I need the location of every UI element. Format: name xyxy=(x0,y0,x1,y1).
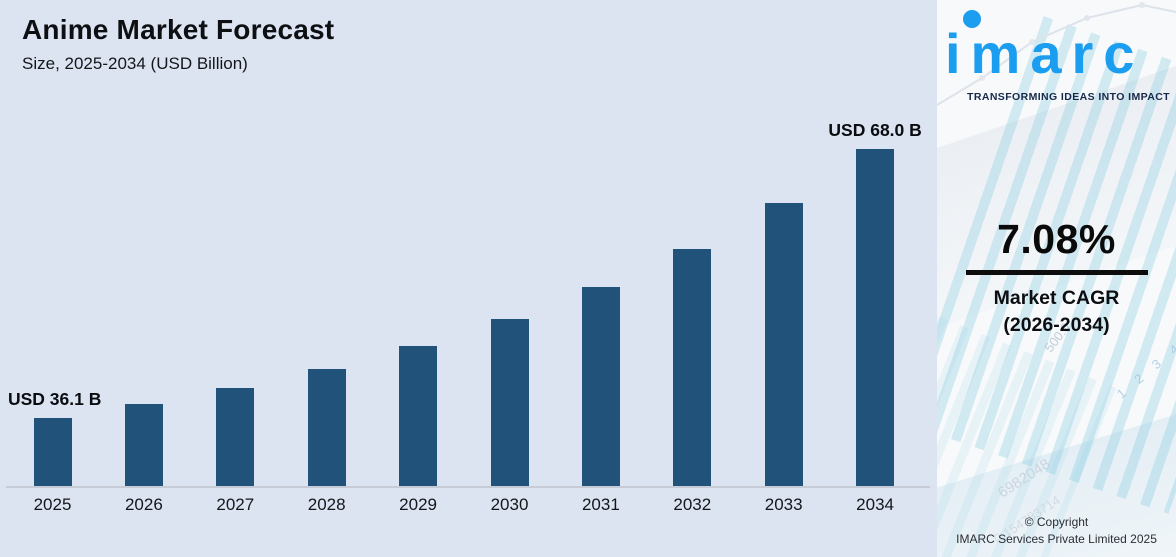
cagr-label-line1: Market CAGR xyxy=(993,287,1120,309)
x-axis-label: 2030 xyxy=(490,495,529,514)
bar-2032 xyxy=(673,249,712,486)
chart-panel: Anime Market Forecast Size, 2025-2034 (U… xyxy=(0,0,937,557)
cagr-block: 7.08% Market CAGR (2026-2034) xyxy=(937,216,1176,339)
chart-subtitle: Size, 2025-2034 (USD Billion) xyxy=(22,54,248,73)
x-axis-label: 2027 xyxy=(216,495,255,514)
x-axis-label: 2028 xyxy=(307,495,346,514)
plot-area: 2025 2026 2027 2028 2029 2030 2031 2032 2033 2034… xyxy=(0,120,937,514)
bar-2029 xyxy=(399,346,438,486)
bar-2025 xyxy=(33,417,72,486)
copyright-line1: © Copyright xyxy=(1024,515,1089,529)
bar-2033 xyxy=(764,202,803,486)
x-axis-label: 2029 xyxy=(399,495,437,514)
logo-tagline: TRANSFORMING IDEAS INTO IMPACT xyxy=(967,91,1170,103)
x-axis-label: 2032 xyxy=(673,495,712,514)
x-axis-label: 2026 xyxy=(124,495,163,514)
imarc-logo-dot-icon xyxy=(963,10,981,28)
cagr-underline xyxy=(965,270,1148,275)
x-axis-label: 2033 xyxy=(764,495,803,514)
copyright: © Copyright IMARC Services Private Limit… xyxy=(937,514,1176,548)
bar-2034 xyxy=(856,148,895,486)
bar-value-label: USD 36.1 B xyxy=(8,388,102,409)
decor-network-graphic xyxy=(937,2,1176,106)
chart-title: Anime Market Forecast xyxy=(22,14,335,45)
x-axis-line xyxy=(6,486,930,488)
x-axis-label: 2034 xyxy=(856,495,894,514)
side-panel: 500.0 1 2 3 4 6982048 0.154783714 imarc … xyxy=(937,0,1176,557)
bar-2027 xyxy=(216,388,255,486)
imarc-logo: imarc xyxy=(945,22,1145,85)
x-axis-label: 2025 xyxy=(33,495,72,514)
bar-2030 xyxy=(490,319,529,486)
cagr-value: 7.08% xyxy=(997,216,1116,262)
bar-value-label: USD 68.0 B xyxy=(828,119,922,140)
bar-2031 xyxy=(581,287,620,486)
cagr-label-line2: (2026-2034) xyxy=(1003,314,1110,336)
x-axis-label: 2031 xyxy=(581,495,620,514)
bar-2028 xyxy=(307,368,346,486)
copyright-line2: IMARC Services Private Limited 2025 xyxy=(956,532,1157,546)
bar-2026 xyxy=(124,404,163,486)
